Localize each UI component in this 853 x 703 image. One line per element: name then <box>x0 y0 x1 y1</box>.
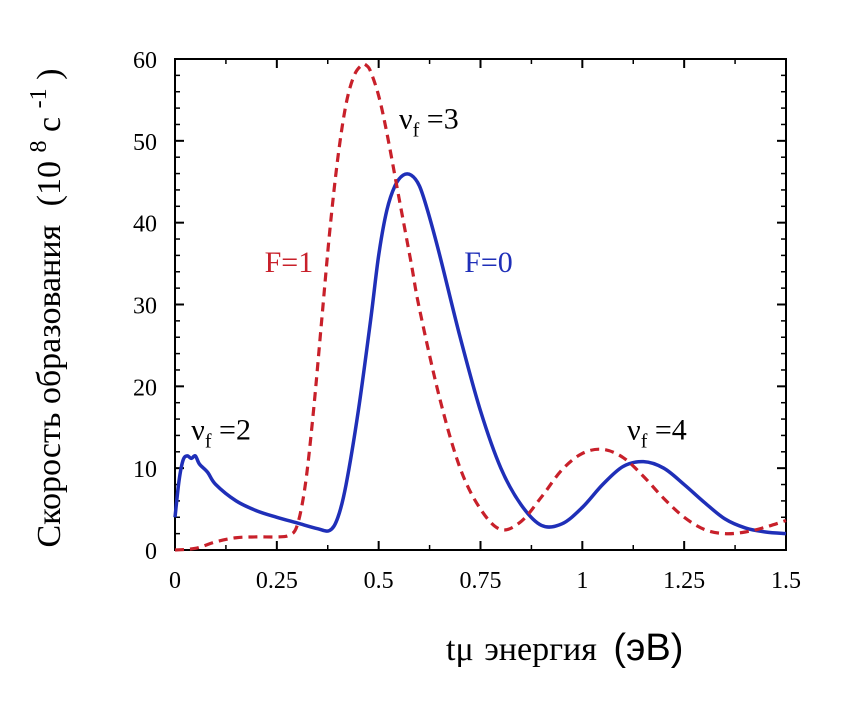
x-tick-label: 0.75 <box>460 568 502 594</box>
y-tick-label: 50 <box>133 130 157 156</box>
x-tick-label: 0.5 <box>364 568 394 594</box>
series-label-F1: F=1 <box>265 246 314 279</box>
vf-annotation: νf =2 <box>191 414 251 453</box>
y-axis-title-unit-mid: с <box>31 117 68 132</box>
x-tick-label: 1.5 <box>771 568 801 594</box>
y-axis-title-unit-exp: 8 <box>26 140 52 152</box>
x-tick-label: 1 <box>576 568 588 594</box>
annotations: νf =2 νf =3 νf =4 <box>191 103 687 453</box>
y-tick-label: 60 <box>133 48 157 74</box>
x-axis-title-unit: (эВ) <box>613 627 683 669</box>
y-tick-label: 0 <box>145 539 157 565</box>
y-axis-title-unit-exp2: -1 <box>26 88 52 108</box>
y-tick-label: 20 <box>133 375 157 401</box>
series-labels: F=0 F=1 <box>265 246 513 279</box>
plot-frame <box>174 58 787 551</box>
series-layer <box>173 62 787 552</box>
y-tick-label: 30 <box>133 294 157 320</box>
x-tick-label: 0.25 <box>256 568 298 594</box>
y-tick-label: 10 <box>133 457 157 483</box>
y-axis-title: Скорость образования (10 8 с -1 ) <box>17 69 68 548</box>
series-label-F0: F=0 <box>464 246 513 279</box>
x-axis-title-main: энергия <box>484 631 597 668</box>
y-ticks: 0 10 20 30 40 50 60 <box>133 48 786 565</box>
vf-annotation: νf =4 <box>627 414 687 453</box>
y-axis-title-unit-open: (10 <box>31 161 68 206</box>
vf-annotation: νf =3 <box>399 103 459 142</box>
x-tick-label: 1.25 <box>663 568 705 594</box>
x-axis-title-prefix: tμ <box>446 631 474 668</box>
y-axis-title-main: Скорость образования <box>31 224 68 547</box>
x-tick-label: 0 <box>169 568 181 594</box>
series-line-F1 <box>174 62 787 552</box>
series-line-F0 <box>173 172 787 536</box>
y-tick-label: 40 <box>133 212 157 238</box>
y-axis-title-unit-close: ) <box>31 69 68 80</box>
x-axis-title: tμ энергия (эВ) <box>446 627 683 669</box>
x-ticks: 0 0.25 0.5 0.75 1 1.25 1.5 <box>169 59 801 594</box>
